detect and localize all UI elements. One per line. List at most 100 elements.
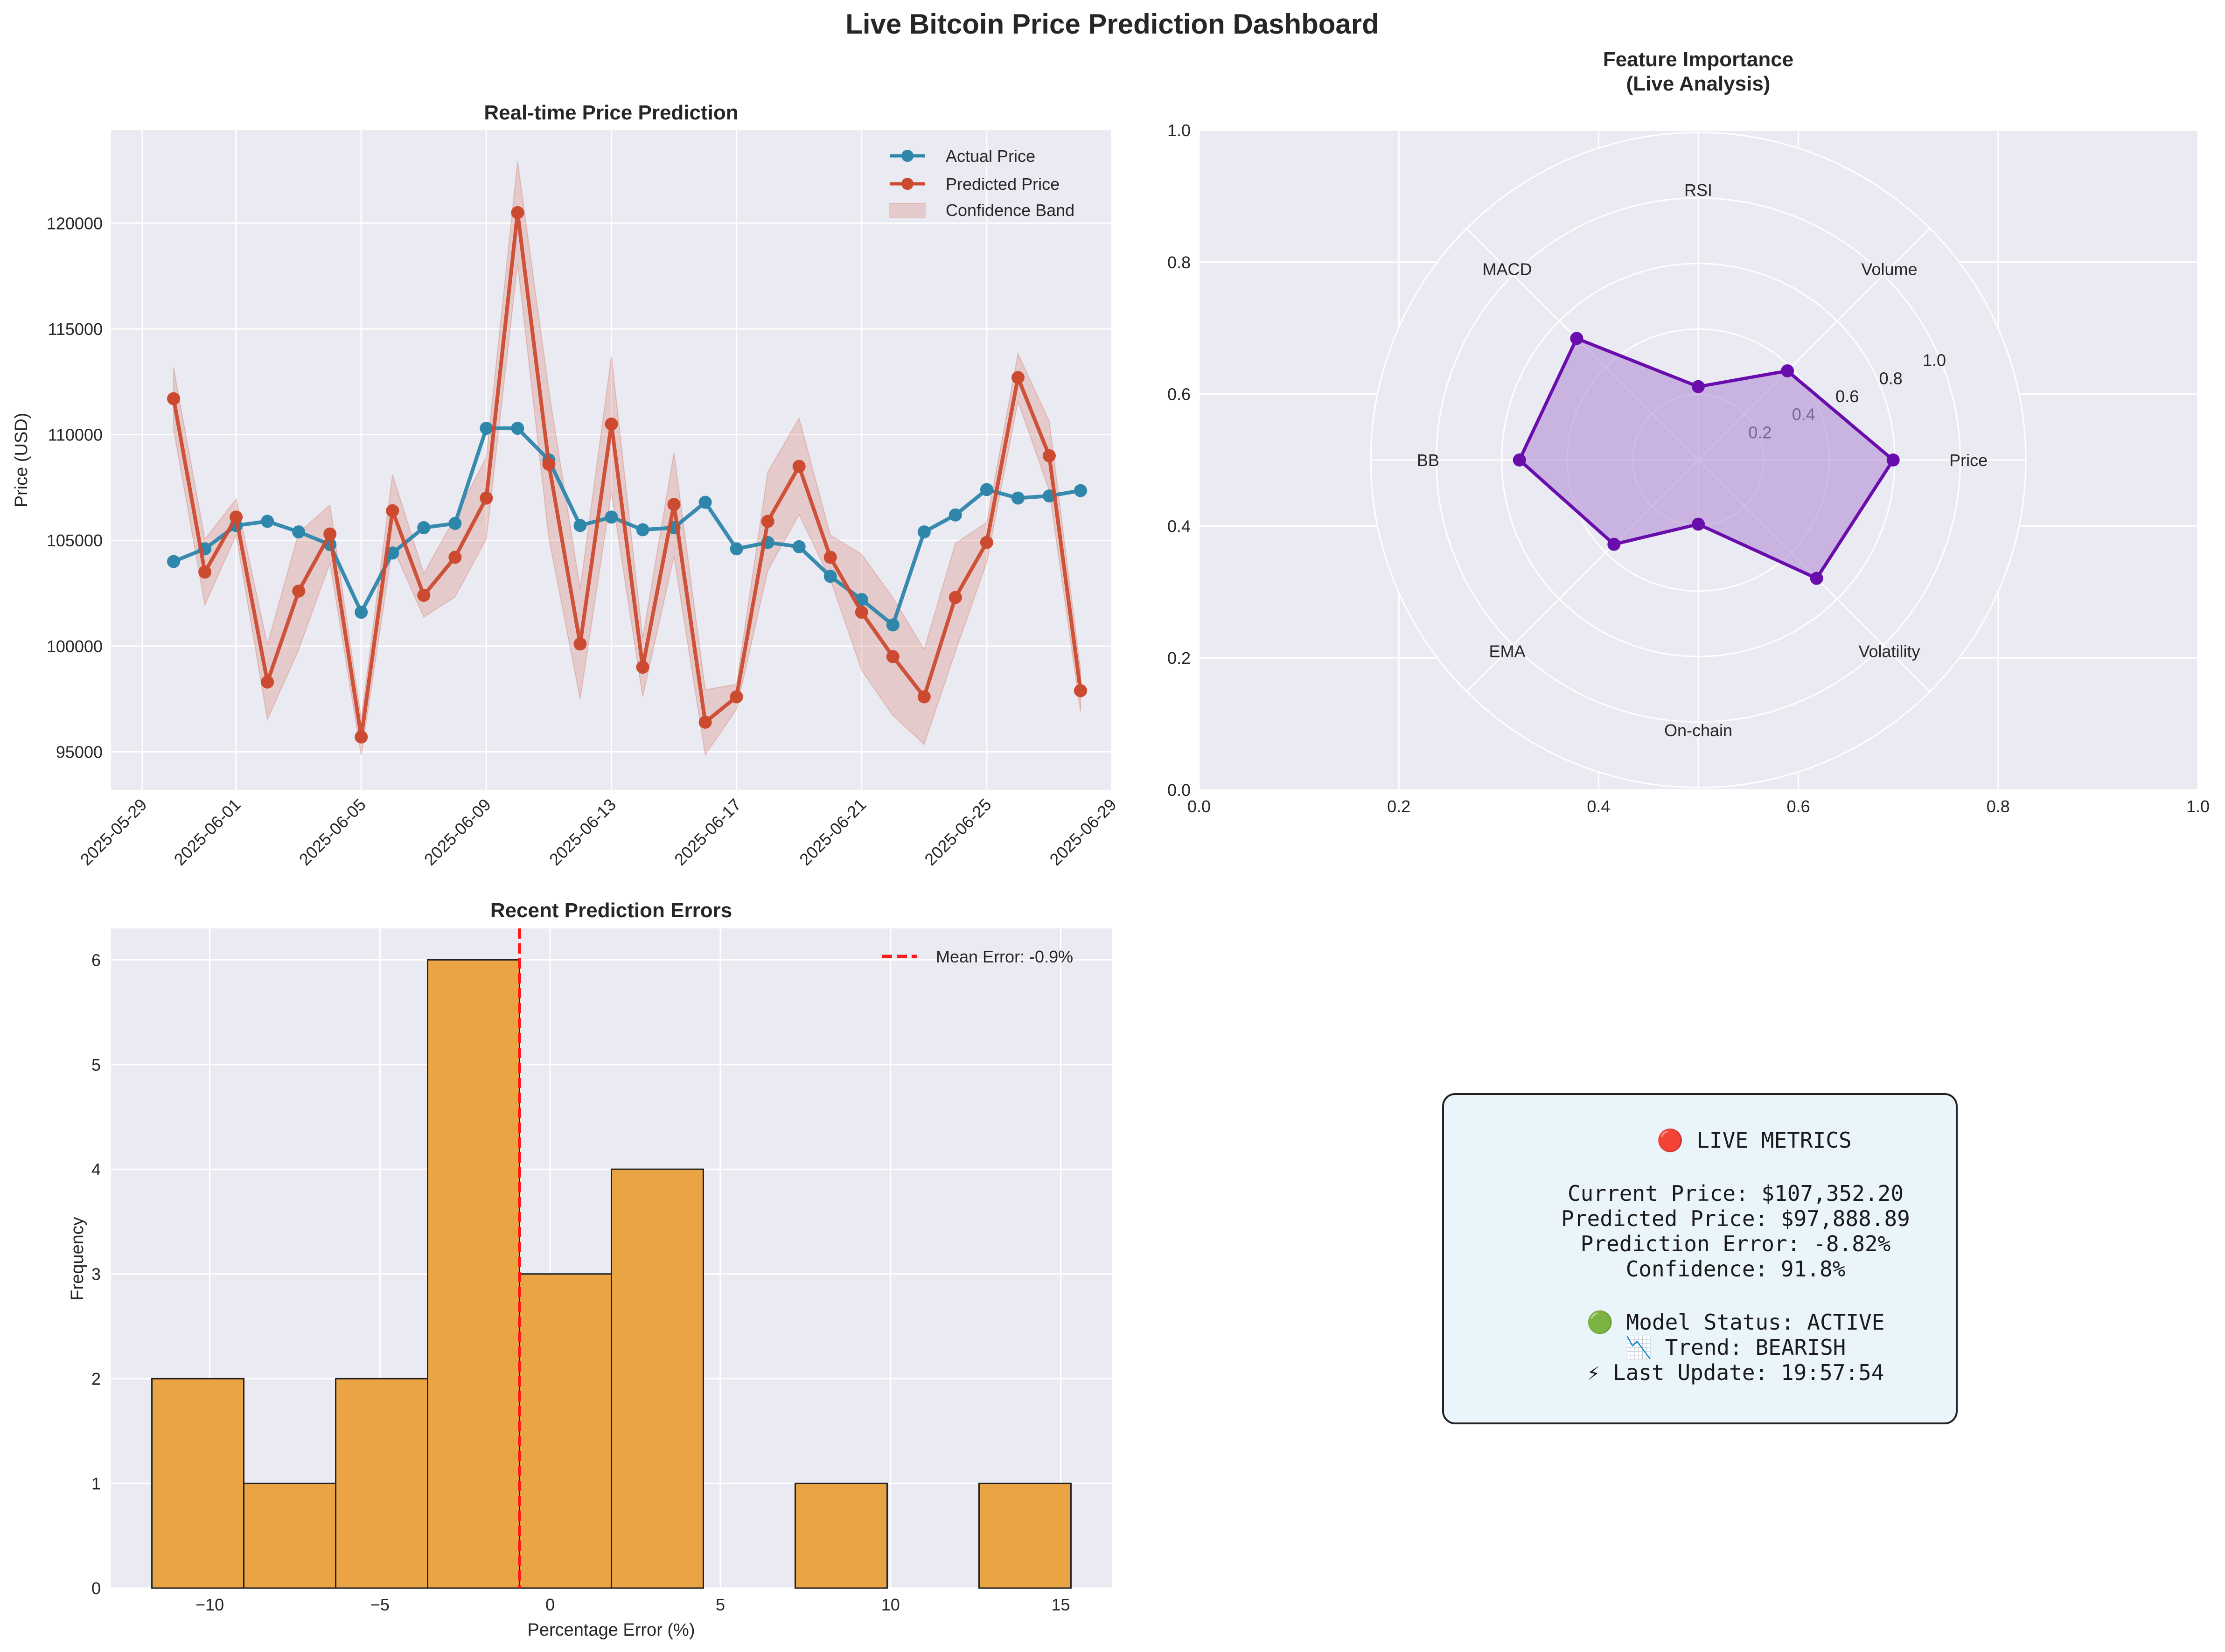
actual-price-point: [1074, 484, 1087, 497]
histogram-y-tick-label: 1: [91, 1474, 101, 1493]
radar-r-tick-label: 0.8: [1879, 369, 1903, 388]
price-chart-y-tick-label: 100000: [47, 637, 103, 656]
confidence-line: Confidence: 91.8%: [1626, 1256, 1846, 1282]
radar-cartesian-y-tick: 1.0: [1167, 121, 1191, 140]
legend-band-swatch: [889, 203, 926, 218]
histogram-y-tick-label: 0: [91, 1579, 101, 1598]
price-chart-y-tick-label: 95000: [56, 742, 103, 761]
predicted-price-point: [355, 730, 368, 744]
dashboard-title: Live Bitcoin Price Prediction Dashboard: [845, 8, 1379, 40]
predicted-price-point: [386, 504, 399, 517]
radar-cartesian-y-tick: 0.6: [1167, 385, 1191, 404]
actual-price-point: [386, 546, 399, 560]
radar-cartesian-x-tick: 1.0: [2186, 797, 2210, 816]
actual-price-point: [886, 618, 900, 632]
histogram-y-tick-label: 2: [91, 1369, 101, 1388]
predicted-price-point: [542, 458, 556, 471]
predicted-price-point: [886, 650, 900, 663]
prediction-errors-histogram: 0 1 2 3 4 5 6 −10 −5 0 5 10 15 Recent Prediction Err…: [68, 899, 1112, 1640]
price-chart-y-axis-label: Price (USD): [12, 413, 31, 508]
actual-price-point: [511, 422, 524, 435]
predicted-price-point: [605, 417, 618, 431]
predicted-price-point: [573, 637, 587, 651]
actual-price-point: [917, 525, 931, 539]
histogram-x-tick-label: 5: [716, 1595, 725, 1614]
actual-price-point: [573, 519, 587, 532]
predicted-price-point: [1011, 371, 1025, 384]
price-chart-x-tick-label: 2025-06-09: [420, 795, 495, 869]
predicted-price-point: [417, 589, 431, 602]
actual-price-point: [949, 508, 962, 522]
radar-data-point: [1607, 537, 1621, 551]
radar-r-tick-label: 1.0: [1923, 351, 1946, 370]
predicted-price-point: [792, 460, 806, 473]
radar-cartesian-y-tick: 0.0: [1167, 781, 1191, 800]
radar-category-label: Volatility: [1858, 642, 1920, 661]
histogram-bar: [243, 1483, 337, 1589]
price-chart-x-tick-label: 2025-05-29: [76, 795, 150, 869]
histogram-x-tick-label: −10: [195, 1595, 224, 1614]
legend-actual-label: Actual Price: [946, 146, 1035, 166]
price-chart-x-tick-label: 2025-06-21: [795, 795, 870, 869]
trend-line: 📉 Trend: BEARISH: [1625, 1335, 1846, 1360]
predicted-price-point: [667, 498, 681, 511]
radar-category-label: MACD: [1482, 259, 1532, 279]
actual-price-point: [1011, 491, 1025, 505]
price-chart-x-tick-label: 2025-06-29: [1046, 795, 1120, 869]
histogram-x-tick-label: 15: [1052, 1595, 1070, 1614]
predicted-price-point: [1074, 684, 1087, 697]
actual-price-point: [448, 516, 462, 530]
histogram-y-tick-label: 4: [91, 1160, 101, 1179]
radar-data-point: [1513, 453, 1526, 467]
predicted-price-point: [980, 536, 993, 549]
histogram-bar: [335, 1378, 429, 1589]
radar-data-point: [1570, 332, 1583, 345]
radar-data-point: [1692, 380, 1705, 393]
price-chart-x-tick-label: 2025-06-17: [670, 795, 745, 869]
radar-cartesian-x-tick: 0.2: [1387, 797, 1410, 816]
actual-price-point: [417, 521, 431, 535]
radar-data-point: [1886, 453, 1900, 467]
predicted-price-point: [698, 715, 712, 729]
radar-category-label: EMA: [1489, 642, 1525, 661]
live-metrics-box: [1442, 1093, 1958, 1424]
actual-price-point: [823, 570, 837, 583]
current-price-line: Current Price: $107,352.20: [1568, 1181, 1904, 1206]
radar-cartesian-y-tick: 0.8: [1167, 253, 1191, 272]
price-chart-y-tick-label: 105000: [47, 531, 103, 550]
live-metrics-panel: 🔴 LIVE METRICS Current Price: $107,352.2…: [1442, 1093, 1958, 1424]
radar-category-label: RSI: [1684, 181, 1712, 200]
histogram-y-tick-label: 3: [91, 1265, 101, 1284]
histogram-bar: [611, 1168, 704, 1589]
radar-data-point: [1692, 517, 1705, 531]
radar-title-line2: (Live Analysis): [1626, 72, 1771, 95]
histogram-bar: [151, 1378, 245, 1589]
legend-predicted-label: Predicted Price: [946, 174, 1060, 194]
radar-data-point: [1810, 572, 1823, 585]
price-chart-legend: Actual Price Predicted Price Confidence …: [889, 146, 1074, 220]
radar-cartesian-y-tick: 0.2: [1167, 648, 1191, 668]
histogram-y-axis-label: Frequency: [68, 1217, 87, 1301]
histogram-x-tick-label: −5: [370, 1595, 390, 1614]
predicted-price-point: [823, 551, 837, 564]
predicted-price-point: [323, 527, 337, 541]
actual-price-point: [605, 510, 618, 524]
radar-cartesian-x-tick: 0.8: [1987, 797, 2010, 816]
histogram-bar: [519, 1273, 613, 1589]
price-chart-y-tick-label: 115000: [48, 320, 103, 339]
predicted-price-line: [172, 210, 1082, 739]
legend-band-label: Confidence Band: [946, 201, 1074, 220]
price-chart-y-tick-label: 120000: [47, 214, 103, 233]
radar-category-label: BB: [1417, 451, 1439, 470]
predicted-price-point: [230, 510, 243, 524]
predicted-price-point: [167, 392, 181, 405]
histogram-legend: Mean Error: -0.9%: [882, 947, 1073, 966]
radar-data-point: [1781, 364, 1794, 377]
radar-cartesian-x-tick: 0.4: [1587, 797, 1610, 816]
histogram-y-tick-label: 6: [91, 950, 101, 969]
histogram-x-tick-label: 0: [545, 1595, 555, 1614]
radar-category-label: Price: [1949, 451, 1988, 470]
last-update-line: ⚡ Last Update: 19:57:54: [1587, 1360, 1884, 1385]
radar-cartesian-y-tick: 0.4: [1167, 516, 1191, 536]
actual-price-point: [980, 483, 993, 496]
